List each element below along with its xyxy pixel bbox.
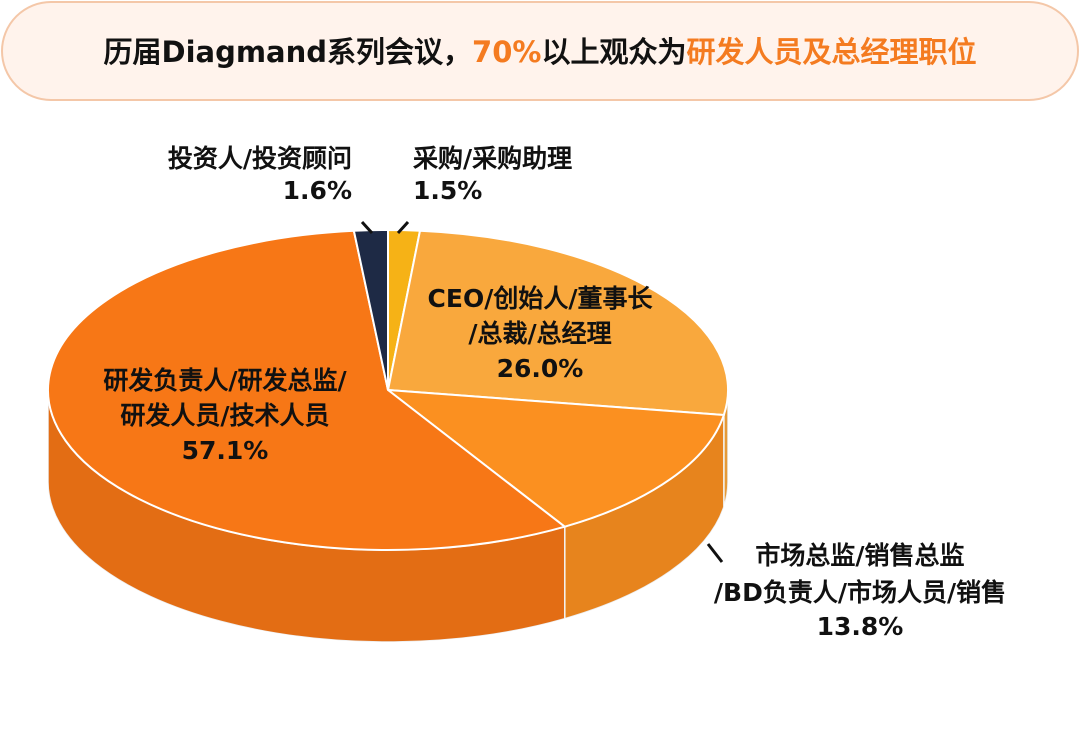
labels: 采购/采购助理 1.5% CEO/创始人/董事长/总裁/总经理 26.0% 市场总监/销… <box>103 144 1006 641</box>
value-label: 1.6% <box>283 176 352 205</box>
slice <box>47 229 567 551</box>
leader-line <box>360 220 374 235</box>
title-part: 70% <box>472 35 541 69</box>
title-part: 研发人员及总经理职位 <box>686 35 976 69</box>
leader-line <box>396 220 410 235</box>
leader-line <box>706 543 724 563</box>
slice-label: 投资人/投资顾问 <box>168 144 352 173</box>
slice-side-shade <box>564 415 724 619</box>
slice-label: 市场总监/销售总监 <box>755 541 964 570</box>
slice <box>386 229 729 417</box>
pie <box>47 228 729 643</box>
slice-side-shade <box>723 390 728 508</box>
title-part: 以上观众为 <box>541 35 686 69</box>
title-box <box>1 1 1079 101</box>
value-label: 13.8% <box>817 612 904 641</box>
slice-label: /BD负责人/市场人员/销售 <box>714 578 1006 607</box>
slice-side-shade <box>48 390 565 642</box>
value-label: 1.5% <box>413 176 482 205</box>
slice-label: 采购/采购助理 <box>413 144 572 173</box>
value-label: 26.0% <box>497 354 584 383</box>
value-label: 57.1% <box>182 436 269 465</box>
chart-title: 历届Diagmand系列会议，70%以上观众为研发人员及总经理职位 <box>104 35 977 69</box>
slice <box>384 388 726 528</box>
slice-label: CEO/创始人/董事长 <box>428 284 654 313</box>
slice-label: 研发负责人/研发总监/ <box>103 366 347 395</box>
slice-label: 研发人员/技术人员 <box>120 401 329 430</box>
slice-label: /总裁/总经理 <box>468 319 611 348</box>
title-part: 历届Diagmand系列会议， <box>104 35 473 69</box>
